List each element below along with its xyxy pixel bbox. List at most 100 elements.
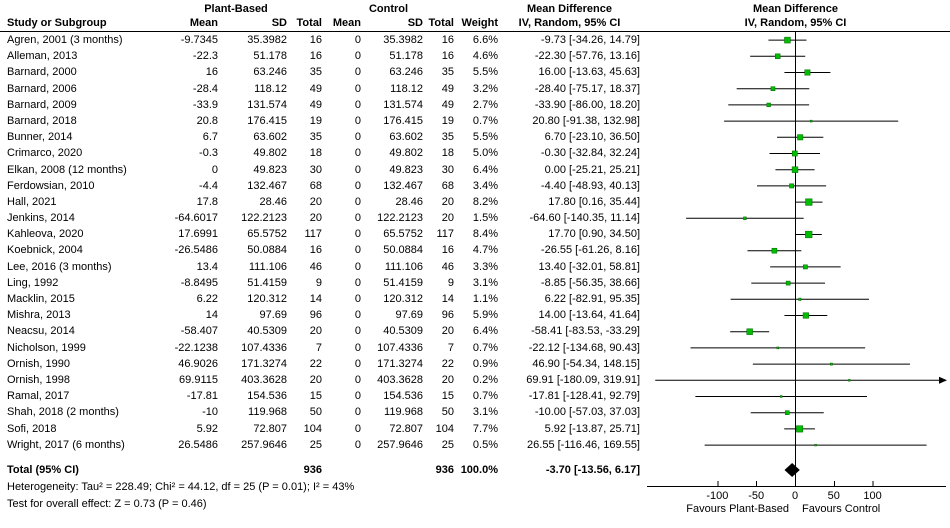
control-sd: 403.3628 (377, 373, 423, 386)
study-ci-text: -9.73 [-34.26, 14.79] (540, 34, 640, 46)
study-weight: 8.2% (472, 195, 498, 208)
control-mean: 0 (354, 163, 361, 176)
plant-mean: 5.92 (196, 422, 218, 435)
control-mean: 0 (354, 82, 361, 95)
plant-total: 19 (309, 114, 322, 127)
col-header-control-total: Total (428, 17, 454, 29)
control-total: 7 (447, 341, 454, 354)
plant-mean: -0.3 (199, 147, 218, 160)
control-total: 96 (441, 309, 454, 322)
favours-right-label: Favours Control (802, 503, 880, 515)
study-ci-text: -26.55 [-61.26, 8.16] (540, 244, 640, 257)
study-row: Barnard, 2009 -33.9 131.574 49 0 131.574 49 2.7… (0, 97, 950, 113)
plant-total: 35 (309, 131, 322, 144)
effect-marker (802, 312, 809, 319)
study-name: Shah, 2018 (2 months) (7, 406, 119, 419)
control-sd: 72.807 (389, 422, 423, 435)
study-ci-text: 6.70 [-23.10, 36.50] (544, 131, 640, 144)
plant-sd: 35.3982 (247, 34, 287, 46)
control-total: 35 (441, 131, 454, 144)
plant-mean: -9.7345 (180, 34, 218, 46)
effect-marker (809, 119, 813, 123)
study-ci-text: -64.60 [-140.35, 11.14] (529, 212, 641, 225)
effect-marker (805, 198, 813, 206)
study-name: Jenkins, 2014 (7, 212, 75, 225)
study-name: Elkan, 2008 (12 months) (7, 163, 127, 176)
control-total: 68 (441, 179, 454, 192)
study-row: Sofi, 2018 5.92 72.807 104 0 72.807 104 7.7% 5.9… (0, 421, 950, 437)
col-header-plant-sd: SD (271, 17, 287, 29)
study-row: Elkan, 2008 (12 months) 0 49.823 30 0 49.823 3… (0, 162, 950, 178)
plant-sd: 154.536 (247, 390, 287, 403)
effect-marker (798, 297, 802, 301)
study-name: Sofi, 2018 (7, 422, 57, 435)
plant-mean: 0 (211, 163, 218, 176)
group-header-control: Control (368, 3, 409, 15)
effect-marker (771, 247, 778, 254)
effect-marker (746, 328, 753, 335)
control-mean: 0 (354, 341, 361, 354)
total-row: Total (95% CI) 936 936 100.0% -3.70 [-13… (0, 462, 950, 478)
study-name: Barnard, 2006 (7, 82, 77, 95)
study-row: Mishra, 2013 14 97.69 96 0 97.69 96 5.9% 14.00 [… (0, 307, 950, 323)
total-plant-total: 936 (303, 464, 322, 476)
total-diamond (784, 463, 800, 477)
study-row: Ling, 1992 -8.8495 51.4159 9 0 51.4159 9 3.1% -8… (0, 275, 950, 291)
study-weight: 4.6% (472, 50, 498, 63)
study-weight: 0.7% (472, 390, 498, 403)
effect-marker (791, 166, 799, 173)
plant-total: 22 (309, 357, 322, 370)
study-ci-text: 46.90 [-54.34, 148.15] (532, 357, 640, 370)
favours-left-label: Favours Plant-Based (686, 503, 789, 515)
study-ci-text: -22.30 [-57.76, 13.16] (534, 50, 640, 63)
control-mean: 0 (354, 98, 361, 111)
control-total: 16 (441, 50, 454, 63)
plant-total: 35 (309, 66, 322, 79)
plant-mean: 26.5486 (178, 438, 218, 451)
control-mean: 0 (354, 179, 361, 192)
group-header-mean-difference: Mean Difference (527, 3, 612, 15)
study-name: Ornish, 1990 (7, 357, 70, 370)
control-total: 50 (441, 406, 454, 419)
header-columns: Study or Subgroup Mean SD Total Mean SD … (0, 16, 950, 30)
plant-total: 20 (309, 373, 322, 386)
control-sd: 35.3982 (383, 34, 423, 46)
control-total: 9 (447, 276, 454, 289)
study-row: Barnard, 2018 20.8 176.415 19 0 176.415 19 0.7%… (0, 113, 950, 129)
study-ci-text: 26.55 [-116.46, 169.55] (527, 438, 640, 451)
effect-marker (791, 150, 798, 157)
plant-mean: -64.6017 (174, 212, 218, 225)
plant-mean: 16 (205, 66, 218, 79)
col-header-weight: Weight (461, 17, 498, 29)
plant-total: 20 (309, 325, 322, 338)
control-total: 49 (441, 82, 454, 95)
plant-mean: -10 (202, 406, 218, 419)
control-total: 19 (441, 114, 454, 127)
plant-mean: 17.8 (196, 195, 218, 208)
study-weight: 0.7% (472, 341, 498, 354)
effect-marker (743, 216, 747, 220)
plant-mean: 17.6991 (178, 228, 218, 241)
study-weight: 5.5% (472, 66, 498, 79)
study-ci-text: -33.90 [-86.00, 18.20] (534, 98, 640, 111)
study-ci-text: 16.00 [-13.63, 45.63] (538, 66, 640, 79)
plant-mean: 14 (205, 309, 218, 322)
plant-total: 20 (309, 212, 322, 225)
total-weight: 100.0% (460, 464, 498, 476)
control-total: 20 (441, 212, 454, 225)
study-row: Hall, 2021 17.8 28.46 20 0 28.46 20 8.2% 17.80 [… (0, 194, 950, 210)
study-ci-text: -17.81 [-128.41, 92.79] (528, 390, 640, 403)
plant-total: 9 (315, 276, 322, 289)
plant-total: 20 (309, 195, 322, 208)
study-row: Bunner, 2014 6.7 63.602 35 0 63.602 35 5.5% 6.70… (0, 129, 950, 145)
study-row: Agren, 2001 (3 months) -9.7345 35.3982 16 0 3… (0, 32, 950, 48)
control-mean: 0 (354, 66, 361, 79)
effect-marker (805, 230, 813, 239)
study-weight: 6.6% (472, 34, 498, 46)
col-header-ci-text: IV, Random, 95% CI (518, 17, 621, 29)
heterogeneity-stats: Heterogeneity: Tau² = 228.49; Chi² = 44.… (7, 481, 355, 493)
control-sd: 40.5309 (383, 325, 423, 338)
control-total: 25 (441, 438, 454, 451)
study-weight: 5.5% (472, 131, 498, 144)
study-weight: 2.7% (472, 98, 498, 111)
